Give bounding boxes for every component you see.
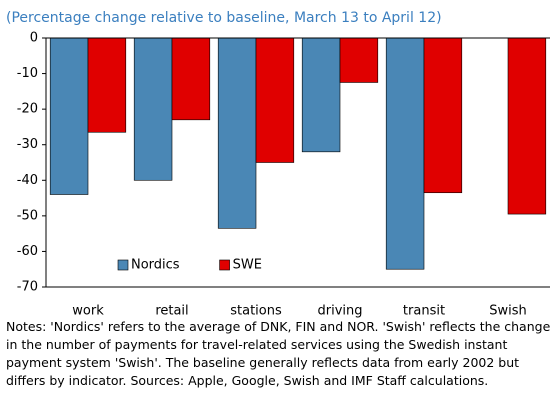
bar — [423, 37, 463, 194]
bar — [133, 37, 173, 181]
legend-label: SWE — [233, 258, 262, 273]
bar — [49, 37, 89, 195]
bar — [385, 37, 425, 270]
bar — [339, 37, 379, 83]
x-tick-label: driving — [317, 304, 362, 319]
bar — [507, 37, 547, 215]
bar — [301, 37, 341, 153]
bar — [255, 37, 295, 163]
y-tick-label: -20 — [17, 102, 38, 117]
x-tick-label: retail — [155, 304, 188, 319]
y-tick-label: -40 — [17, 173, 38, 188]
bar — [217, 37, 257, 229]
y-tick-label: 0 — [30, 31, 38, 46]
y-tick-label: -70 — [17, 280, 38, 295]
chart: (Percentage change relative to baseline,… — [6, 10, 550, 319]
notes: Notes: 'Nordics' refers to the average o… — [6, 319, 551, 388]
legend-swatch — [117, 259, 129, 271]
legend-swatch — [219, 259, 230, 271]
y-tick-label: -50 — [17, 208, 38, 223]
y-tick-label: -10 — [17, 66, 38, 81]
x-tick-label: transit — [403, 304, 445, 319]
legend-label: Nordics — [131, 258, 180, 273]
y-tick-label: -60 — [17, 244, 38, 259]
x-tick-label: stations — [230, 304, 282, 319]
bar — [87, 37, 127, 133]
bar — [171, 37, 211, 121]
y-tick-label: -30 — [17, 137, 38, 152]
x-tick-label: work — [72, 304, 104, 319]
chart-subtitle: (Percentage change relative to baseline,… — [6, 10, 442, 26]
x-tick-label: Swish — [489, 304, 527, 319]
